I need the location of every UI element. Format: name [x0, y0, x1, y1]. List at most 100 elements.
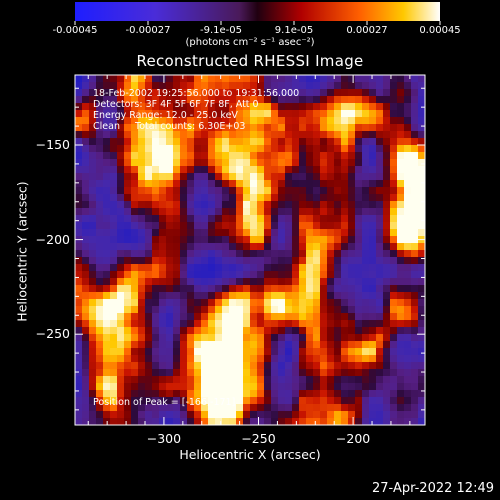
heatmap-cell	[362, 159, 370, 167]
heatmap-cell	[383, 187, 391, 195]
heatmap-cell	[285, 376, 293, 384]
heatmap-cell	[264, 229, 272, 237]
heatmap-cell	[306, 306, 314, 314]
heatmap-cell	[96, 159, 104, 167]
heatmap-cell	[327, 306, 335, 314]
heatmap-cell	[159, 390, 167, 398]
heatmap-cell	[404, 355, 412, 363]
heatmap-cell	[362, 327, 370, 335]
heatmap-cell	[369, 208, 377, 216]
heatmap-cell	[320, 236, 328, 244]
heatmap-cell	[397, 131, 405, 139]
heatmap-cell	[208, 341, 216, 349]
heatmap-cell	[390, 236, 398, 244]
heatmap-cell	[285, 173, 293, 181]
heatmap-cell	[411, 103, 419, 111]
heatmap-cell	[75, 222, 83, 230]
heatmap-cell	[257, 355, 265, 363]
heatmap-cell	[257, 117, 265, 125]
heatmap-cell	[299, 152, 307, 160]
heatmap-cell	[229, 313, 237, 321]
heatmap-cell	[82, 390, 90, 398]
heatmap-cell	[208, 250, 216, 258]
heatmap-cell	[145, 376, 153, 384]
heatmap-cell	[404, 131, 412, 139]
heatmap-cell	[117, 187, 125, 195]
heatmap-cell	[243, 208, 251, 216]
heatmap-cell	[404, 117, 412, 125]
heatmap-cell	[145, 110, 153, 118]
heatmap-cell	[278, 292, 286, 300]
heatmap-cell	[264, 173, 272, 181]
heatmap-cell	[236, 187, 244, 195]
heatmap-cell	[187, 292, 195, 300]
heatmap-cell	[327, 334, 335, 342]
heatmap-cell	[411, 320, 419, 328]
heatmap-cell	[376, 138, 384, 146]
heatmap-cell	[376, 292, 384, 300]
heatmap-cell	[418, 264, 425, 272]
heatmap-cell	[208, 82, 216, 90]
heatmap-cell	[201, 145, 209, 153]
heatmap-cell	[82, 341, 90, 349]
heatmap-cell	[187, 390, 195, 398]
heatmap-cell	[411, 264, 419, 272]
heatmap-cell	[285, 222, 293, 230]
heatmap-cell	[110, 173, 118, 181]
heatmap-cell	[404, 194, 412, 202]
heatmap-cell	[404, 110, 412, 118]
heatmap-cell	[187, 173, 195, 181]
heatmap-cell	[264, 320, 272, 328]
heatmap-cell	[103, 383, 111, 391]
heatmap-cell	[334, 103, 342, 111]
heatmap-cell	[180, 103, 188, 111]
heatmap-cell	[89, 334, 97, 342]
heatmap-cell	[411, 306, 419, 314]
heatmap-cell	[327, 75, 335, 83]
heatmap-cell	[383, 306, 391, 314]
heatmap-cell	[124, 306, 132, 314]
heatmap-cell	[180, 124, 188, 132]
heatmap-cell	[159, 334, 167, 342]
heatmap-cell	[264, 138, 272, 146]
heatmap-cell	[89, 187, 97, 195]
heatmap-cell	[355, 131, 363, 139]
heatmap-cell	[215, 117, 223, 125]
heatmap-cell	[103, 411, 111, 419]
heatmap-cell	[187, 411, 195, 419]
heatmap-cell	[397, 334, 405, 342]
heatmap-cell	[411, 299, 419, 307]
heatmap-cell	[75, 292, 83, 300]
heatmap-cell	[145, 418, 153, 425]
heatmap-cell	[131, 362, 139, 370]
heatmap-cell	[341, 159, 349, 167]
heatmap-cell	[194, 271, 202, 279]
heatmap-cell	[327, 187, 335, 195]
heatmap-cell	[110, 397, 118, 405]
heatmap-cell	[201, 152, 209, 160]
heatmap-cell	[159, 145, 167, 153]
heatmap-cell	[383, 201, 391, 209]
heatmap-cell	[404, 292, 412, 300]
heatmap-cell	[313, 306, 321, 314]
heatmap-cell	[159, 327, 167, 335]
heatmap-cell	[96, 341, 104, 349]
heatmap-cell	[152, 362, 160, 370]
heatmap-cell	[376, 243, 384, 251]
heatmap-cell	[229, 222, 237, 230]
heatmap-cell	[173, 418, 181, 425]
heatmap-cell	[341, 145, 349, 153]
heatmap-cell	[187, 362, 195, 370]
heatmap-cell	[362, 278, 370, 286]
heatmap-cell	[208, 355, 216, 363]
heatmap-cell	[355, 299, 363, 307]
heatmap-cell	[285, 243, 293, 251]
heatmap-cell	[166, 82, 174, 90]
heatmap-cell	[96, 103, 104, 111]
heatmap-cell	[404, 222, 412, 230]
heatmap-cell	[145, 271, 153, 279]
heatmap-cell	[82, 264, 90, 272]
heatmap-cell	[327, 152, 335, 160]
heatmap-cell	[124, 418, 132, 425]
heatmap-cell	[257, 376, 265, 384]
